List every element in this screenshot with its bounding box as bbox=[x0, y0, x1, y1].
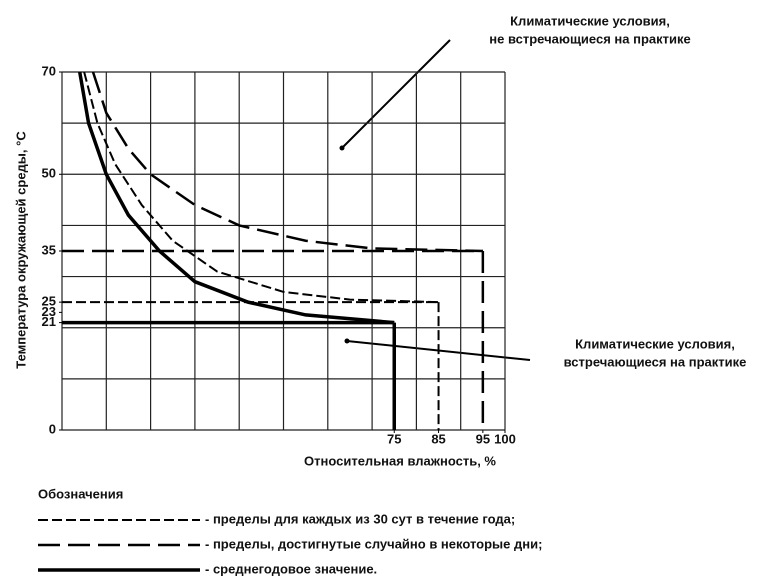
legend-label: - пределы для каждых из 30 сут в течение… bbox=[205, 511, 515, 526]
y-tick-label: 70 bbox=[42, 63, 56, 78]
x-axis-title: Относительная влажность, % bbox=[304, 453, 496, 468]
y-tick-label: 35 bbox=[42, 242, 56, 257]
y-axis-title: Температура окружающей среды, °C bbox=[13, 131, 28, 369]
legend-label: - среднегодовое значение. bbox=[205, 561, 377, 576]
annotation: Климатические условия, bbox=[510, 13, 670, 28]
annotation: не встречающиеся на практике bbox=[489, 31, 690, 46]
y-tick-label: 21 bbox=[42, 314, 56, 329]
y-tick-label: 23 bbox=[42, 304, 56, 319]
legend-title: Обозначения bbox=[38, 486, 123, 501]
annotation-point bbox=[344, 338, 350, 344]
y-tick-label: 0 bbox=[49, 421, 56, 436]
x-tick-label: 75 bbox=[387, 431, 401, 446]
y-tick-label: 50 bbox=[42, 166, 56, 181]
series-line bbox=[83, 71, 439, 304]
legend-label: - пределы, достигнутые случайно в некото… bbox=[205, 536, 542, 551]
annotation-arrow bbox=[341, 39, 451, 149]
y-tick-label: 25 bbox=[42, 294, 56, 309]
x-tick-label: 95 bbox=[476, 431, 490, 446]
annotation: встречающиеся на практике bbox=[564, 354, 747, 369]
series-line bbox=[77, 71, 395, 325]
annotation-point bbox=[339, 145, 345, 151]
series-line bbox=[91, 71, 483, 253]
x-tick-label: 85 bbox=[431, 431, 445, 446]
annotation: Климатические условия, bbox=[575, 336, 735, 351]
x-tick-label: 100 bbox=[494, 431, 516, 446]
